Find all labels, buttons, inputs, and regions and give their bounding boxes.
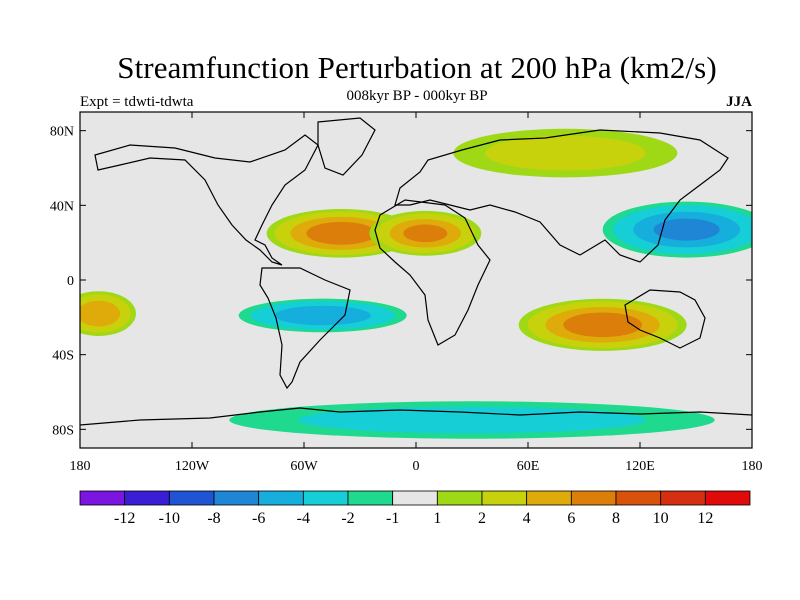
colorbar-label: 2: [478, 510, 486, 527]
map-subtitle: 008kyr BP - 000kyr BP: [346, 88, 488, 104]
season-label: JJA: [726, 94, 752, 110]
x-tick-label: 60W: [290, 459, 318, 474]
colorbar-label: 6: [567, 510, 575, 527]
colorbar-label: 12: [697, 510, 713, 527]
experiment-label: Expt = tdwti-tdwta: [80, 94, 194, 110]
x-tick-label: 60E: [517, 459, 540, 474]
colorbar-swatch: [436, 490, 483, 506]
colorbar-swatch: [570, 490, 617, 506]
eurasia-coast: [394, 129, 729, 263]
contour-band: [403, 224, 448, 243]
colorbar-label: 8: [612, 510, 620, 527]
colorbar-label: 10: [653, 510, 669, 527]
australia-coast: [624, 289, 706, 349]
colorbar-label: -4: [297, 510, 310, 527]
colorbar-label: 4: [523, 510, 531, 527]
north-america-coast: [94, 134, 319, 266]
contour-band: [306, 221, 377, 245]
axis-ticks: 180 120W 60W 0 60E 120E 180 80N 40N 0 40S 80S: [50, 112, 763, 474]
contour-band: [485, 135, 646, 171]
colorbar-swatch: [615, 490, 662, 506]
colorbar-label: 1: [433, 510, 441, 527]
colorbar-swatch: [258, 490, 304, 506]
colorbar: -12 -10 -8 -6 -4 -2 -1 1 2 4 6 8 10 12: [79, 490, 751, 527]
colorbar-swatch: [302, 490, 349, 506]
contour-feature: [453, 128, 678, 178]
x-tick-label: 120W: [175, 459, 210, 474]
greenland-coast: [317, 117, 376, 176]
colorbar-swatch: [213, 490, 260, 506]
x-tick-label: 180: [70, 459, 91, 474]
x-tick-label: 180: [742, 459, 763, 474]
contour-feature: [369, 210, 482, 256]
contour-band: [80, 300, 121, 327]
colorbar-swatch: [526, 490, 572, 506]
x-tick-label: 0: [413, 459, 420, 474]
contour-band: [563, 312, 643, 338]
colorbar-swatch: [168, 490, 215, 506]
contour-band: [653, 218, 720, 241]
coastlines: [80, 117, 752, 426]
colorbar-label: -2: [341, 510, 354, 527]
colorbar-swatch: [347, 490, 394, 506]
antarctica-coast: [80, 407, 752, 426]
contour-feature: [518, 298, 687, 351]
contour-feature: [238, 298, 407, 333]
y-tick-label: 40N: [50, 199, 74, 214]
y-tick-label: 40S: [52, 349, 74, 364]
contour-band: [274, 305, 371, 326]
colorbar-label: -6: [252, 510, 265, 527]
y-tick-label: 80N: [50, 125, 74, 140]
contour-feature: [602, 201, 752, 258]
colorbar-swatch: [392, 490, 438, 506]
colorbar-swatch: [481, 490, 528, 506]
x-tick-label: 120E: [625, 459, 655, 474]
contour-feature: [229, 401, 715, 439]
colorbar-swatch: [79, 490, 126, 506]
colorbar-label: -8: [207, 510, 220, 527]
map-title: Streamfunction Perturbation at 200 hPa (…: [117, 50, 717, 85]
colorbar-label: -12: [114, 510, 135, 527]
contour-band: [298, 406, 646, 434]
y-tick-label: 80S: [52, 423, 74, 438]
colorbar-swatch: [124, 490, 170, 506]
colorbar-swatch: [704, 490, 751, 506]
colorbar-swatch: [660, 490, 706, 506]
colorbar-label: -1: [386, 510, 399, 527]
colorbar-label: -10: [159, 510, 180, 527]
contour-feature: [80, 291, 136, 336]
south-america-coast: [259, 267, 351, 390]
y-tick-label: 0: [67, 274, 74, 289]
africa-coast: [374, 199, 491, 346]
